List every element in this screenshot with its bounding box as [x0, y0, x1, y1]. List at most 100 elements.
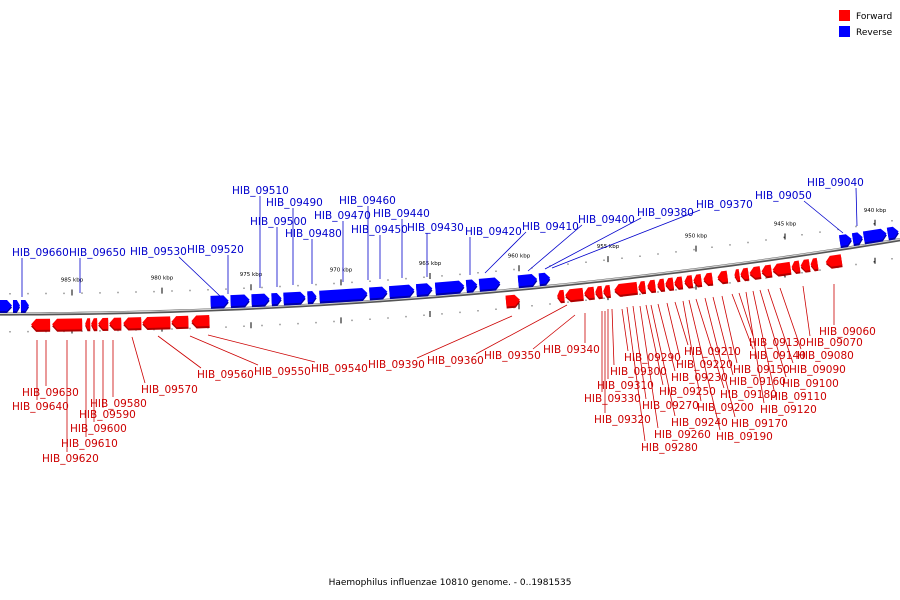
forward-gene-arrow: [665, 277, 675, 291]
label-leader-line: [738, 292, 754, 337]
legend-forward-label: Forward: [856, 12, 892, 22]
gene-label: HIB_09240: [671, 417, 728, 429]
reverse-gene-arrow: [0, 299, 12, 314]
scale-tick-label: 940 kbp: [864, 208, 887, 214]
gene-label: HIB_09650: [69, 247, 126, 259]
gene-label: HIB_09080: [797, 350, 854, 362]
gene-label: HIB_09560: [197, 369, 254, 381]
forward-gene-arrow: [791, 260, 801, 275]
scale-tick-label: 945 kbp: [774, 221, 797, 227]
label-leader-line: [803, 200, 844, 234]
gene-label: HIB_09320: [594, 414, 651, 426]
gene-label: HIB_09630: [22, 387, 79, 399]
label-leader-line: [178, 256, 221, 297]
reverse-gene-arrow: [20, 299, 29, 313]
reverse-gene-arrow: [517, 274, 538, 289]
gene-label: HIB_09400: [578, 214, 635, 226]
gene-label: HIB_09430: [407, 222, 464, 234]
gene-label: HIB_09160: [729, 376, 786, 388]
label-leader-line: [657, 303, 676, 372]
forward-gene-arrow: [123, 317, 142, 331]
reverse-gene-arrow: [271, 292, 282, 307]
forward-gene-arrow: [734, 269, 741, 283]
label-leader-line: [767, 288, 794, 364]
reverse-gene-arrow: [307, 291, 317, 305]
gene-labels: HIB_09660 HIB_09650 HIB_09530 HIB_09520 HIB_…: [12, 177, 876, 465]
gene-label: HIB_09580: [90, 398, 147, 410]
forward-gene-arrow: [191, 314, 210, 329]
gene-label: HIB_09540: [311, 363, 368, 375]
forward-gene-arrow: [98, 317, 109, 332]
gene-label: HIB_09520: [187, 244, 244, 256]
label-leader-line: [532, 314, 576, 350]
gene-arrows: [0, 226, 899, 332]
gene-label: HIB_09090: [789, 364, 846, 376]
gene-label: HIB_09550: [254, 366, 311, 378]
gene-label: HIB_09280: [641, 442, 698, 454]
label-leader-line: [779, 287, 802, 350]
gene-label: HIB_09300: [610, 366, 667, 378]
label-leader-line: [650, 304, 676, 417]
label-leader-line: [759, 289, 787, 378]
gene-label: HIB_09060: [819, 326, 876, 338]
gene-label: HIB_09150: [733, 364, 790, 376]
reverse-gene-arrow: [369, 286, 388, 301]
label-leader-line: [131, 336, 146, 384]
reverse-gene-arrow: [210, 295, 229, 309]
gene-label: HIB_09050: [755, 190, 812, 202]
forward-gene-arrow: [810, 257, 819, 272]
scale-tick-label: 955 kbp: [597, 244, 620, 250]
label-leader-line: [416, 315, 513, 359]
label-leader-line: [157, 335, 202, 369]
forward-gene-arrow: [31, 318, 51, 332]
gene-label: HIB_09190: [716, 431, 773, 443]
gene-label: HIB_09500: [250, 216, 307, 228]
forward-gene-arrow: [557, 289, 565, 304]
label-leader-line: [475, 304, 568, 355]
gene-label: HIB_09480: [285, 228, 342, 240]
forward-gene-arrow: [772, 261, 792, 277]
scale-tick-label: 965 kbp: [419, 261, 442, 267]
legend-reverse-label: Reverse: [856, 28, 893, 38]
forward-gene-arrow: [505, 294, 521, 309]
reverse-gene-arrow: [389, 284, 415, 300]
gene-label: HIB_09570: [141, 384, 198, 396]
reverse-gene-arrow: [283, 291, 306, 306]
gene-label: HIB_09370: [696, 199, 753, 211]
genome-backbone: [0, 238, 900, 316]
reverse-gene-arrow: [465, 279, 478, 294]
forward-gene-arrow: [595, 285, 603, 300]
scale-tick-label: 980 kbp: [151, 276, 174, 282]
reverse-gene-arrow: [434, 280, 465, 296]
label-leader-line: [207, 334, 316, 363]
forward-gene-arrow: [693, 274, 703, 288]
gene-label: HIB_09440: [373, 208, 430, 220]
label-leader-line: [527, 224, 583, 272]
gene-label: HIB_09340: [543, 344, 600, 356]
label-leader-line: [695, 298, 725, 389]
label-leader-line: [666, 302, 681, 359]
reverse-gene-arrow: [12, 299, 20, 313]
label-leader-line: [674, 301, 689, 346]
label-leader-line: [704, 297, 736, 418]
gene-label: HIB_09450: [351, 224, 408, 236]
scale-tick-label: 970 kbp: [330, 267, 353, 273]
reverse-gene-arrow: [478, 277, 501, 292]
label-leader-line: [731, 293, 754, 350]
scale-tick-label: 960 kbp: [508, 253, 531, 259]
gene-label: HIB_09250: [659, 386, 716, 398]
gene-label: HIB_09260: [654, 429, 711, 441]
gene-label: HIB_09620: [42, 453, 99, 465]
forward-gene-arrow: [800, 259, 811, 273]
gene-label: HIB_09230: [671, 372, 728, 384]
gene-label: HIB_09610: [61, 438, 118, 450]
forward-gene-arrow: [657, 278, 666, 293]
label-leader-line: [189, 335, 259, 366]
reverse-gene-arrow: [230, 294, 250, 309]
forward-gene-arrow: [684, 275, 694, 289]
gene-label: HIB_09120: [760, 404, 817, 416]
forward-gene-arrow: [85, 318, 91, 332]
genome-caption: Haemophilus influenzae 10810 genome. - 0…: [328, 578, 572, 588]
